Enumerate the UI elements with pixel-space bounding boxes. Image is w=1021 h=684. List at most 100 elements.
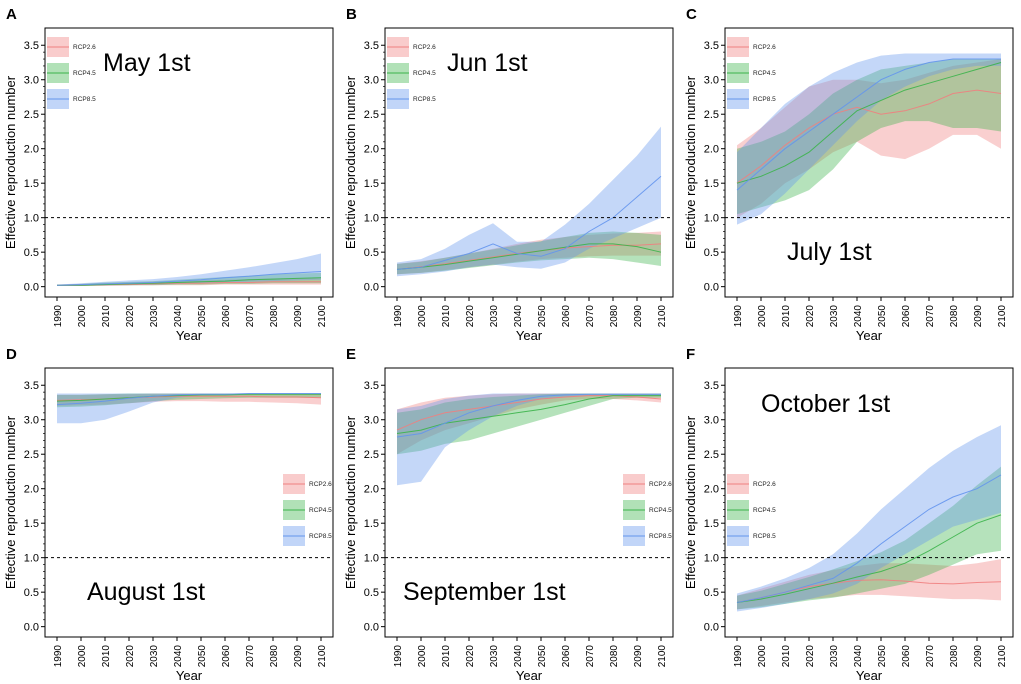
panel-a: A 0.0 0.5 1.0 1.5 2.0 2.5 3.0 3.5 1990 2000 2010 202… bbox=[3, 6, 334, 343]
y-tick-label: 2.5 bbox=[704, 109, 719, 121]
x-tick-label: 2030 bbox=[829, 645, 840, 668]
x-tick-label: 2000 bbox=[77, 645, 88, 668]
line-rcp85 bbox=[736, 474, 1002, 603]
legend-label: RCP8.5 bbox=[753, 96, 776, 103]
y-tick-label: 1.0 bbox=[704, 553, 719, 565]
x-tick-label: 2070 bbox=[925, 305, 936, 328]
x-tick-label: 1990 bbox=[393, 305, 404, 328]
x-tick-label: 2000 bbox=[757, 645, 768, 668]
x-tick-label: 2030 bbox=[149, 645, 160, 668]
x-tick-label: 1990 bbox=[733, 645, 744, 668]
y-tick-label: 3.5 bbox=[704, 40, 719, 52]
y-tick-label: 3.5 bbox=[704, 380, 719, 392]
x-tick-label: 2060 bbox=[901, 645, 912, 668]
x-tick-label: 2010 bbox=[781, 305, 792, 328]
legend-label: RCP8.5 bbox=[753, 533, 776, 540]
x-tick-label: 2090 bbox=[633, 645, 644, 668]
panel-letter: F bbox=[686, 346, 695, 363]
x-tick-label: 2050 bbox=[197, 305, 208, 328]
x-tick-label: 2040 bbox=[173, 645, 184, 668]
x-tick-label: 2050 bbox=[537, 305, 548, 328]
y-tick-label: 0.0 bbox=[364, 622, 379, 634]
y-tick-label: 1.5 bbox=[364, 518, 379, 530]
y-tick-label: 2.0 bbox=[364, 144, 379, 156]
panel-f: F 0.0 0.5 1.0 1.5 2.0 2.5 3.0 3.5 1990 2000 2010 202… bbox=[683, 346, 1014, 683]
x-tick-label: 2060 bbox=[221, 305, 232, 328]
y-tick-label: 2.0 bbox=[364, 484, 379, 496]
x-axis-title: Year bbox=[516, 668, 543, 683]
band-rcp85 bbox=[57, 393, 321, 424]
y-tick-label: 2.5 bbox=[364, 109, 379, 121]
x-tick-label: 1990 bbox=[53, 305, 64, 328]
panel-annotation: October 1st bbox=[761, 390, 890, 418]
line-rcp85 bbox=[56, 271, 322, 286]
y-tick-label: 0.0 bbox=[364, 282, 379, 294]
x-tick-label: 2060 bbox=[561, 305, 572, 328]
x-tick-label: 2090 bbox=[293, 305, 304, 328]
band-rcp85 bbox=[737, 53, 1001, 225]
x-tick-label: 2070 bbox=[925, 645, 936, 668]
legend-label: RCP2.6 bbox=[753, 481, 776, 488]
line-rcp45 bbox=[736, 62, 1002, 184]
y-tick-label: 2.5 bbox=[364, 449, 379, 461]
legend-label: RCP2.6 bbox=[309, 481, 332, 488]
y-tick-label: 0.0 bbox=[704, 282, 719, 294]
x-tick-label: 2100 bbox=[997, 645, 1008, 668]
y-tick-label: 0.5 bbox=[24, 587, 39, 599]
legend-label: RCP4.5 bbox=[753, 70, 776, 77]
x-tick-label: 2080 bbox=[269, 305, 280, 328]
x-tick-label: 2050 bbox=[877, 645, 888, 668]
y-tick-label: 1.0 bbox=[704, 213, 719, 225]
line-rcp45 bbox=[396, 243, 662, 270]
legend-label: RCP2.6 bbox=[73, 44, 96, 51]
x-axis-title: Year bbox=[856, 328, 883, 343]
band-rcp45 bbox=[737, 59, 1001, 215]
band-rcp85 bbox=[57, 253, 321, 286]
x-tick-label: 2090 bbox=[973, 645, 984, 668]
x-tick-label: 2100 bbox=[657, 305, 668, 328]
y-tick-label: 1.0 bbox=[24, 553, 39, 565]
x-tick-label: 1990 bbox=[393, 645, 404, 668]
legend: RCP2.6 RCP4.5 RCP8.5 bbox=[623, 474, 672, 546]
line-rcp85 bbox=[396, 393, 661, 438]
x-axis-title: Year bbox=[516, 328, 543, 343]
legend-label: RCP8.5 bbox=[413, 96, 436, 103]
x-tick-label: 2010 bbox=[781, 645, 792, 668]
x-tick-label: 2080 bbox=[269, 645, 280, 668]
y-tick-label: 3.5 bbox=[364, 380, 379, 392]
x-tick-label: 2020 bbox=[805, 305, 816, 328]
x-axis-title: Year bbox=[176, 328, 203, 343]
y-axis-title: Effective reproduction number bbox=[343, 75, 358, 249]
panel-annotation: July 1st bbox=[787, 238, 872, 266]
legend-label: RCP4.5 bbox=[413, 70, 436, 77]
y-tick-label: 3.0 bbox=[364, 415, 379, 427]
y-tick-label: 0.0 bbox=[704, 622, 719, 634]
x-tick-label: 2010 bbox=[441, 305, 452, 328]
x-tick-label: 2030 bbox=[149, 305, 160, 328]
x-tick-label: 2030 bbox=[829, 305, 840, 328]
y-tick-label: 1.5 bbox=[24, 178, 39, 190]
band-rcp26 bbox=[737, 559, 1001, 610]
x-tick-label: 2030 bbox=[489, 305, 500, 328]
x-tick-label: 2050 bbox=[537, 645, 548, 668]
legend-label: RCP2.6 bbox=[413, 44, 436, 51]
x-tick-label: 2070 bbox=[585, 305, 596, 328]
panel-annotation: Jun 1st bbox=[447, 49, 528, 77]
x-tick-label: 2070 bbox=[245, 645, 256, 668]
legend-label: RCP8.5 bbox=[309, 533, 332, 540]
bands bbox=[736, 53, 1002, 225]
y-tick-label: 0.5 bbox=[364, 247, 379, 259]
y-tick-label: 1.5 bbox=[704, 518, 719, 530]
band-rcp85 bbox=[397, 126, 661, 277]
x-tick-label: 2060 bbox=[901, 305, 912, 328]
x-tick-label: 2070 bbox=[245, 305, 256, 328]
x-tick-label: 2100 bbox=[657, 645, 668, 668]
y-tick-label: 0.0 bbox=[24, 282, 39, 294]
panel-e: E 0.0 0.5 1.0 1.5 2.0 2.5 3.0 3.5 1990 2000 2010 202… bbox=[343, 346, 674, 683]
x-axis-title: Year bbox=[856, 668, 883, 683]
x-tick-label: 2050 bbox=[877, 305, 888, 328]
x-tick-label: 2010 bbox=[101, 305, 112, 328]
x-tick-label: 2080 bbox=[609, 645, 620, 668]
y-axis-title: Effective reproduction number bbox=[683, 415, 698, 589]
